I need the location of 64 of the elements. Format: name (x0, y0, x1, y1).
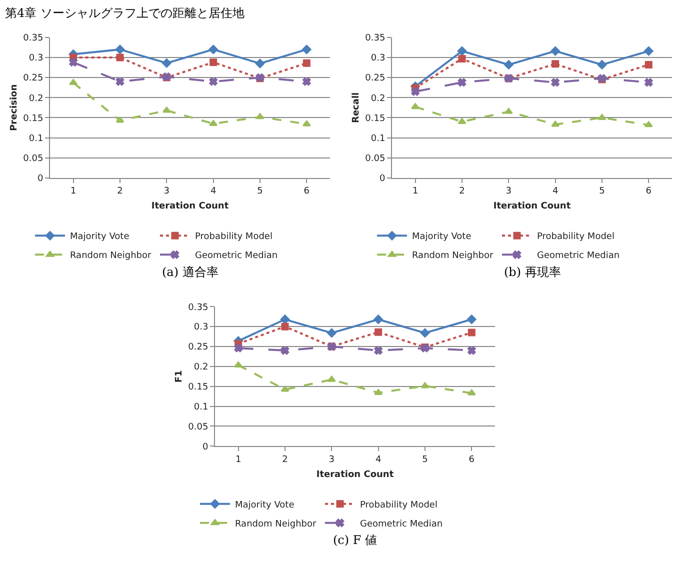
x-tick-label: 2 (282, 454, 288, 465)
x-tick-label: 6 (304, 186, 310, 197)
y-tick-label: 0.25 (23, 74, 44, 84)
x-tick-label: 3 (164, 186, 170, 197)
y-tick-label: 0.05 (188, 422, 208, 432)
legend-label: Geometric Median (360, 519, 443, 530)
x-tick-label: 6 (468, 454, 475, 465)
y-tick-label: 0.15 (365, 114, 386, 124)
text: (b) 再現率 (504, 265, 561, 279)
y-tick-label: 0.1 (28, 134, 44, 144)
y-tick-label: 0.15 (23, 114, 44, 124)
y-tick-label: 0.1 (370, 134, 386, 144)
x-axis-title: Iteration Count (151, 202, 230, 212)
legend-label: Geometric Median (195, 251, 278, 262)
y-tick-label: 0.35 (23, 34, 44, 44)
x-tick-label: 5 (422, 454, 428, 465)
y-tick-label: 0.2 (28, 94, 44, 104)
x-tick-label: 4 (210, 186, 216, 197)
y-tick-label: 0.3 (194, 322, 208, 333)
x-tick-label: 4 (375, 454, 382, 465)
y-tick-label: 0.2 (370, 94, 386, 104)
x-tick-label: 1 (235, 454, 242, 465)
y-tick-label: 0.15 (188, 382, 208, 393)
x-tick-label: 2 (117, 186, 123, 197)
y-tick-label: 0.1 (194, 402, 208, 412)
y-tick-label: 0.2 (194, 362, 208, 373)
legend-label: Geometric Median (537, 251, 620, 262)
y-axis-title: F1 (174, 370, 185, 383)
x-tick-label: 5 (257, 186, 263, 197)
text: 第4章 ソーシャルグラフ上での距離と居住地 (5, 6, 244, 20)
legend-label: Probability Model (195, 232, 272, 242)
x-axis-title: Iteration Count (316, 470, 394, 480)
legend-label: Majority Vote (70, 232, 130, 242)
x-tick-label: 4 (552, 186, 558, 197)
y-tick-label: 0.35 (188, 302, 208, 313)
y-tick-label: 0.05 (23, 154, 44, 164)
x-tick-label: 6 (646, 186, 652, 197)
legend-label: Majority Vote (235, 500, 295, 510)
text: (a) 適合率 (162, 265, 218, 279)
x-tick-label: 2 (459, 186, 465, 197)
x-tick-label: 1 (70, 186, 76, 197)
y-axis-title: Recall (352, 92, 362, 123)
y-axis-title: Precision (10, 84, 20, 131)
legend-label: Majority Vote (412, 232, 472, 242)
x-tick-label: 1 (412, 186, 418, 197)
y-tick-label: 0.25 (188, 342, 208, 353)
legend-label: Probability Model (360, 500, 438, 510)
y-tick-label: 0 (37, 174, 44, 184)
legend-label: Random Neighbor (412, 251, 494, 262)
y-tick-label: 0.35 (365, 34, 386, 44)
y-tick-label: 0 (202, 442, 208, 452)
x-tick-label: 3 (506, 186, 512, 197)
legend-label: Random Neighbor (235, 519, 317, 530)
legend-label: Random Neighbor (70, 251, 152, 262)
y-tick-label: 0.3 (370, 54, 386, 64)
x-tick-label: 3 (328, 454, 335, 465)
y-tick-label: 0.3 (28, 54, 44, 64)
x-axis-title: Iteration Count (493, 202, 572, 212)
y-tick-label: 0.25 (365, 74, 386, 84)
y-tick-label: 0 (379, 174, 386, 184)
y-tick-label: 0.05 (365, 154, 386, 164)
legend-label: Probability Model (537, 232, 614, 242)
x-tick-label: 5 (599, 186, 605, 197)
text: (c) F 値 (333, 533, 378, 547)
